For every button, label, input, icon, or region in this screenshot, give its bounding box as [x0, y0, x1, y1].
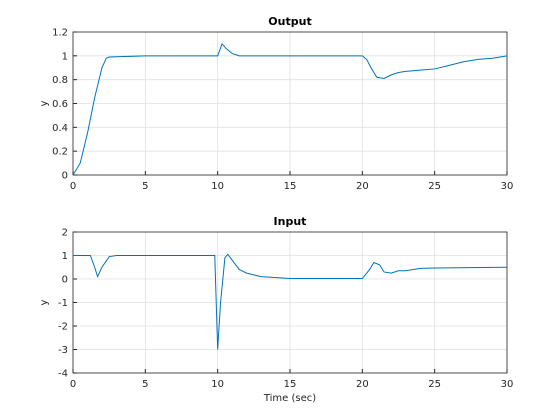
y-tick-label: 0.8: [52, 75, 68, 86]
chart-title: Input: [274, 215, 307, 228]
y-axis-label: y: [39, 299, 50, 305]
y-tick-label: 1: [62, 51, 68, 62]
y-tick-label: -3: [58, 345, 68, 356]
x-tick-label: 0: [70, 181, 76, 192]
y-tick-label: -2: [58, 322, 68, 333]
y-tick-label: 0.2: [52, 147, 68, 158]
x-tick-label: 30: [501, 379, 514, 390]
x-tick-label: 25: [428, 181, 441, 192]
y-tick-label: -1: [58, 298, 68, 309]
x-tick-label: 15: [284, 181, 297, 192]
x-tick-label: 0: [70, 379, 76, 390]
y-tick-label: 0: [62, 275, 68, 286]
y-tick-label: 1.2: [52, 28, 68, 39]
axes-box: [72, 31, 508, 176]
y-tick-label: 0.4: [52, 123, 68, 134]
x-tick-label: 10: [211, 181, 224, 192]
x-tick-label: 5: [142, 379, 148, 390]
data-line: [73, 253, 508, 350]
x-tick-label: 20: [356, 379, 369, 390]
data-line: [72, 42, 508, 176]
x-tick-label: 25: [428, 379, 441, 390]
x-axis-label: Time (sec): [263, 393, 316, 404]
x-tick-label: 15: [284, 379, 297, 390]
y-tick-label: 0.6: [52, 99, 68, 110]
x-tick-label: 20: [356, 181, 369, 192]
y-tick-label: -4: [58, 369, 68, 380]
y-tick-label: 1: [62, 251, 68, 262]
chart-title: Output: [268, 15, 311, 28]
y-axis-label: y: [39, 100, 50, 106]
axes-box: [72, 231, 508, 374]
y-tick-label: 0: [62, 171, 68, 182]
x-tick-label: 5: [142, 181, 148, 192]
x-tick-label: 10: [211, 379, 224, 390]
x-tick-label: 30: [501, 181, 514, 192]
y-tick-label: 2: [62, 228, 68, 239]
